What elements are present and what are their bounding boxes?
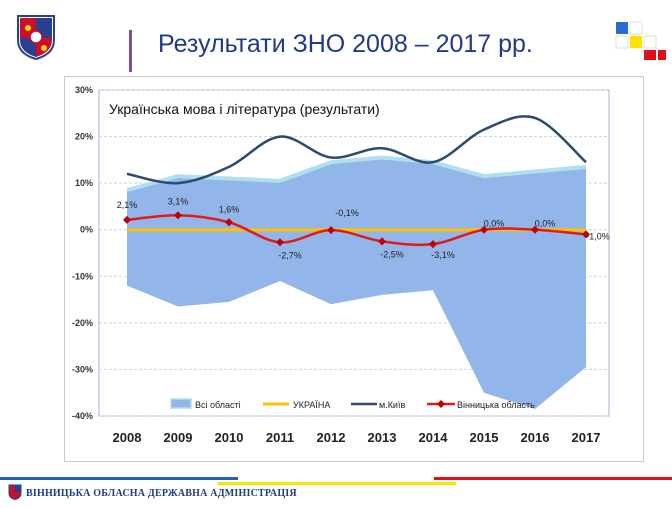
vinnytsia-data-label: 1,6% — [219, 204, 240, 214]
x-tick-label: 2015 — [470, 430, 499, 445]
legend-label-kyiv: м.Київ — [379, 400, 405, 410]
vinnytsia-marker — [276, 238, 284, 247]
vinnytsia-marker — [582, 230, 590, 239]
vinnytsia-data-label: -2,5% — [380, 249, 404, 259]
legend-label-vinnytsia: Вінницька область — [457, 400, 535, 410]
vinnytsia-data-label: 0,0% — [484, 219, 505, 229]
footer-coat-of-arms-icon — [8, 484, 22, 500]
vinnytsia-marker — [174, 211, 182, 220]
x-tick-label: 2016 — [521, 430, 550, 445]
chart-title: Українська мова і література (результати… — [109, 101, 380, 117]
vinnytsia-data-label: -2,7% — [278, 250, 302, 260]
vinnytsia-marker — [225, 218, 233, 227]
y-tick-label: -40% — [72, 411, 93, 421]
footer-line-red — [434, 477, 672, 480]
vinnytsia-data-label: 0,0% — [535, 219, 556, 229]
x-tick-label: 2009 — [164, 430, 193, 445]
legend-label-all-regions: Всі області — [195, 400, 241, 410]
footer-line-yellow — [218, 482, 456, 485]
series-vinnytsia-line — [126, 214, 587, 247]
series-all-regions-area — [127, 157, 586, 410]
x-tick-label: 2012 — [317, 430, 346, 445]
x-tick-label: 2008 — [113, 430, 142, 445]
x-tick-label: 2014 — [419, 430, 449, 445]
chart-frame: 30% 20% 10% 0% -10% -20% -30% -40% 2008 2009 2010 2… — [64, 76, 644, 462]
y-tick-label: 0% — [80, 225, 93, 235]
title-accent-bar — [129, 30, 132, 72]
y-tick-label: -10% — [72, 271, 93, 281]
series-kyiv-line — [126, 115, 587, 185]
vinnytsia-data-label: -1,0% — [586, 231, 610, 241]
vinnytsia-marker — [378, 237, 386, 246]
vinnytsia-marker — [480, 225, 488, 234]
y-tick-label: 20% — [75, 132, 93, 142]
footer-line-blue — [0, 477, 238, 480]
x-tick-label: 2017 — [572, 430, 601, 445]
results-chart: 30% 20% 10% 0% -10% -20% -30% -40% 2008 2009 2010 2… — [72, 85, 610, 445]
y-tick-label: 10% — [75, 178, 93, 188]
y-tick-label: -30% — [72, 364, 93, 374]
legend-marker-vinnytsia — [437, 400, 445, 408]
legend-label-ukraine: УКРАЇНА — [293, 400, 330, 410]
vinnytsia-data-label: 3,1% — [168, 196, 189, 206]
vinnytsia-data-label: 2,1% — [117, 200, 138, 210]
footer-organization-name: ВІННИЦЬКА ОБЛАСНА ДЕРЖАВНА АДМІНІСТРАЦІЯ — [26, 488, 297, 499]
vinnytsia-marker — [531, 225, 539, 234]
vinnytsia-marker — [327, 226, 335, 235]
vinnytsia-marker — [429, 240, 437, 249]
vinnytsia-marker — [123, 215, 131, 224]
legend-swatch-all-regions — [170, 398, 192, 409]
x-tick-label: 2010 — [215, 430, 244, 445]
slide-title: Результати ЗНО 2008 – 2017 рр. — [158, 30, 533, 58]
x-tick-label: 2011 — [266, 430, 294, 445]
coat-of-arms-logo — [17, 15, 55, 60]
vinnytsia-data-label: -3,1% — [431, 250, 455, 260]
color-squares-logo — [615, 21, 666, 60]
x-tick-label: 2013 — [368, 430, 397, 445]
vinnytsia-data-label: -0,1% — [335, 208, 359, 218]
y-tick-label: 30% — [75, 85, 93, 95]
y-tick-label: -20% — [72, 318, 93, 328]
